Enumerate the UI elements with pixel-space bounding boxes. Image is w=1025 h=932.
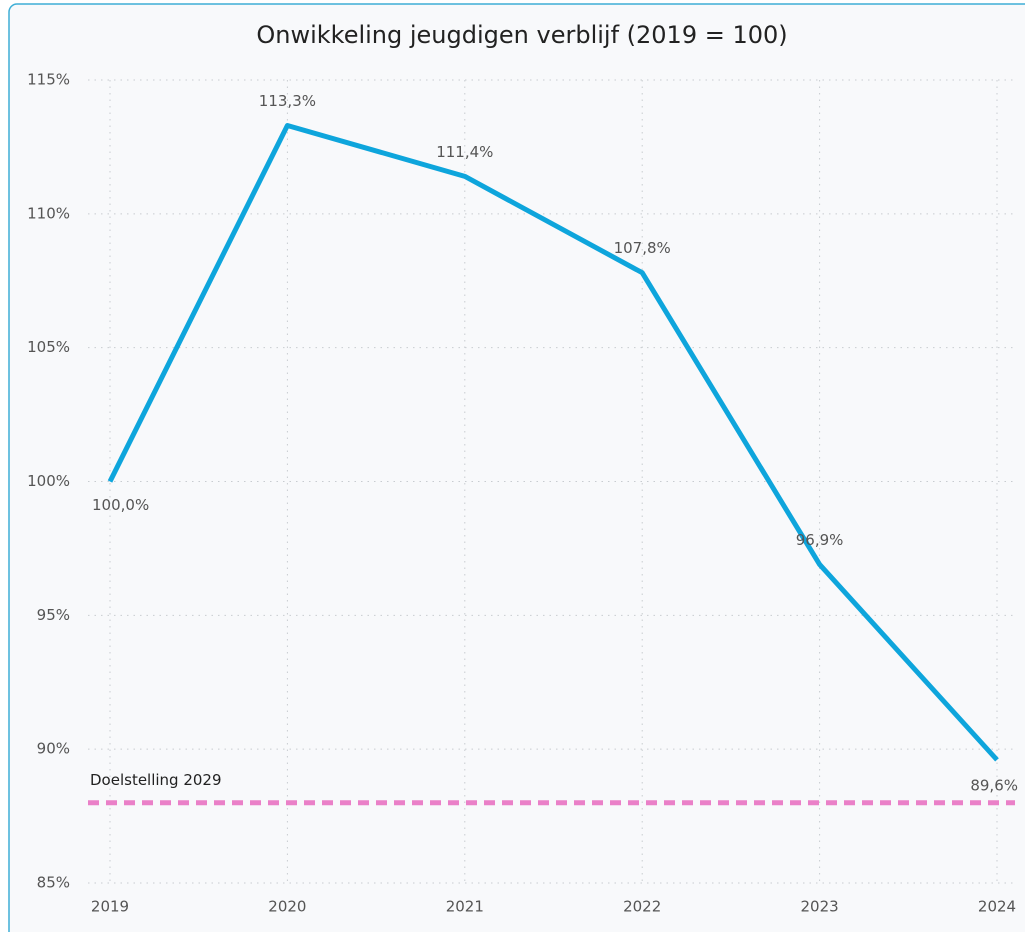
x-tick-label: 2019 (91, 898, 129, 916)
target-label: Doelstelling 2029 (90, 771, 222, 789)
data-label: 89,6% (970, 776, 1018, 794)
y-tick-label: 115% (27, 71, 70, 89)
y-tick-label: 100% (27, 472, 70, 490)
x-tick-label: 2023 (801, 898, 839, 916)
data-label: 100,0% (92, 496, 149, 514)
y-tick-label: 85% (37, 874, 70, 892)
data-label: 111,4% (436, 143, 493, 161)
data-label: 96,9% (796, 531, 844, 549)
chart-title: Onwikkeling jeugdigen verblijf (2019 = 1… (256, 21, 787, 49)
x-tick-label: 2022 (623, 898, 661, 916)
y-tick-label: 90% (37, 740, 70, 758)
x-tick-label: 2024 (978, 898, 1016, 916)
y-tick-label: 105% (27, 338, 70, 356)
data-label: 113,3% (259, 92, 316, 110)
x-tick-label: 2020 (268, 898, 306, 916)
y-tick-label: 95% (37, 606, 70, 624)
data-line (107, 123, 999, 762)
data-label: 107,8% (614, 239, 671, 257)
x-tick-label: 2021 (446, 898, 484, 916)
chart-panel (8, 3, 1025, 932)
y-tick-label: 110% (27, 204, 70, 222)
